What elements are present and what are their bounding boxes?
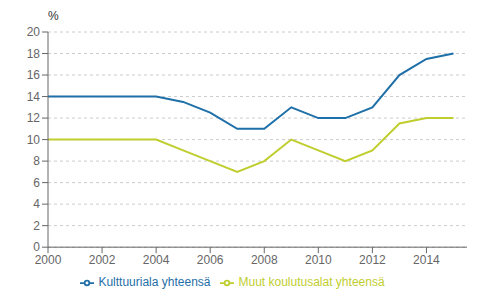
svg-text:6: 6 (33, 176, 40, 190)
svg-text:2014: 2014 (413, 253, 440, 267)
svg-text:18: 18 (27, 47, 41, 61)
svg-text:2008: 2008 (251, 253, 278, 267)
html-text:Muut koulutusalat yhteensä: Muut koulutusalat yhteensä (238, 275, 385, 290)
svg-text:2012: 2012 (359, 253, 386, 267)
svg-text:0: 0 (33, 240, 40, 254)
svg-text:20: 20 (27, 25, 41, 39)
html-text:Kulttuuriala yhteensä: Kulttuuriala yhteensä (98, 275, 211, 290)
svg-text:2010: 2010 (305, 253, 332, 267)
svg-text:16: 16 (27, 68, 41, 82)
svg-text:4: 4 (33, 197, 40, 211)
svg-text:8: 8 (33, 154, 40, 168)
svg-text:14: 14 (27, 90, 41, 104)
svg-text:2002: 2002 (89, 253, 116, 267)
svg-text:10: 10 (27, 133, 41, 147)
svg-text:2000: 2000 (35, 253, 62, 267)
svg-text:2006: 2006 (197, 253, 224, 267)
svg-text:2004: 2004 (143, 253, 170, 267)
svg-text:12: 12 (27, 111, 41, 125)
svg-text:2: 2 (33, 219, 40, 233)
